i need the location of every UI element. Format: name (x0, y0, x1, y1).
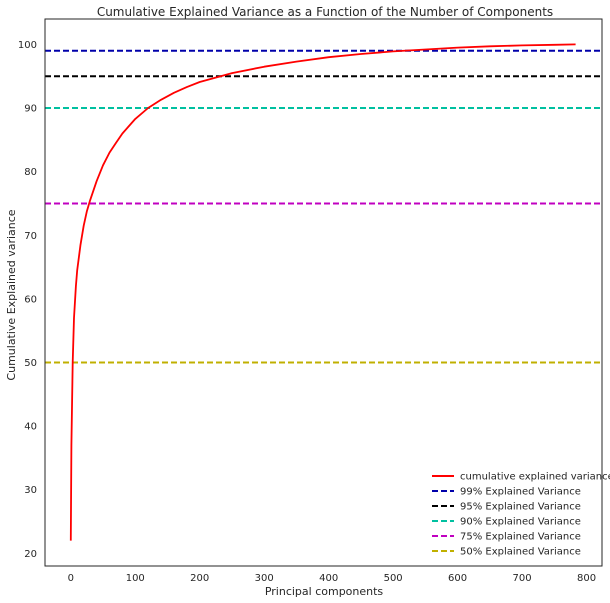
x-tick-label: 600 (448, 573, 467, 584)
x-tick-label: 100 (126, 573, 145, 584)
y-tick-label: 70 (24, 231, 37, 242)
chart-title: Cumulative Explained Variance as a Funct… (97, 5, 553, 19)
y-tick-label: 20 (24, 549, 37, 560)
plot-frame (44, 18, 603, 567)
legend-label-cumulative-explained-variance: cumulative explained variance (460, 472, 610, 483)
legend-label-75pct-explained-variance: 75% Explained Variance (460, 532, 581, 543)
x-tick-label: 400 (319, 573, 338, 584)
x-tick-label: 300 (255, 573, 274, 584)
x-tick-label: 800 (577, 573, 596, 584)
x-axis-label: Principal components (265, 585, 384, 598)
series-line-cumulative-explained-variance (69, 43, 576, 541)
x-axis-ticks: 0 100 200 300 400 500 600 700 800 (68, 573, 596, 584)
y-tick-label: 40 (24, 422, 37, 433)
y-tick-label: 90 (24, 104, 37, 115)
y-axis-label: Cumulative Explained variance (5, 209, 18, 380)
y-tick-label: 100 (18, 40, 37, 51)
x-tick-label: 700 (513, 573, 532, 584)
y-tick-label: 50 (24, 358, 37, 369)
data-series (69, 43, 576, 541)
y-tick-label: 30 (24, 485, 37, 496)
x-tick-label: 500 (384, 573, 403, 584)
legend-label-90pct-explained-variance: 90% Explained Variance (460, 517, 581, 528)
y-tick-label: 80 (24, 167, 37, 178)
x-tick-label: 200 (190, 573, 209, 584)
legend-label-99pct-explained-variance: 99% Explained Variance (460, 487, 581, 498)
legend-label-95pct-explained-variance: 95% Explained Variance (460, 502, 581, 513)
legend: cumulative explained variance 99% Explain… (432, 472, 610, 558)
x-tick-label: 0 (68, 573, 74, 584)
y-axis-ticks: 20 30 40 50 60 70 80 90 100 (18, 40, 37, 560)
legend-label-50pct-explained-variance: 50% Explained Variance (460, 547, 581, 558)
threshold-lines (45, 49, 602, 364)
y-tick-label: 60 (24, 294, 37, 305)
